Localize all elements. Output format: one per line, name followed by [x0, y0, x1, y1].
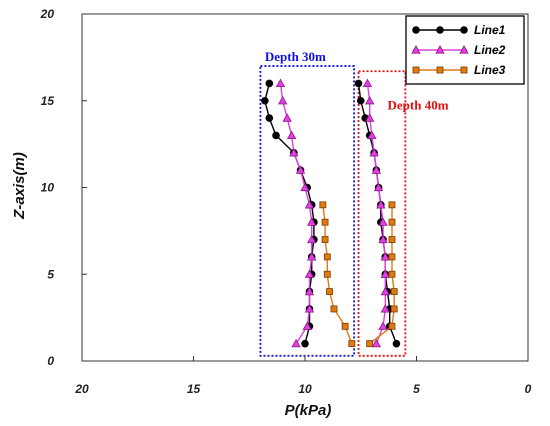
data-point-Line1 — [265, 114, 274, 122]
data-point-Line2 — [295, 165, 306, 174]
data-point-Line3 — [388, 236, 396, 243]
data-point-Line2 — [371, 338, 382, 348]
data-point-Line1 — [261, 96, 269, 105]
series-line-Line1-2 — [357, 83, 398, 344]
data-point-Line3 — [341, 322, 349, 330]
annotation-label-1: Depth 30m — [265, 49, 326, 64]
legend-marker-Line3 — [412, 66, 420, 74]
data-point-Line2 — [362, 78, 373, 87]
data-point-Line2 — [304, 304, 315, 313]
data-point-Line2 — [286, 130, 297, 140]
legend-marker-Line1 — [436, 26, 444, 34]
series-line-Line2-2 — [366, 83, 386, 344]
legend-marker-Line2 — [411, 45, 421, 54]
legend-marker-Line3 — [436, 66, 444, 74]
data-point-Line2 — [380, 304, 390, 313]
data-point-Line2 — [304, 269, 315, 278]
data-point-Line2 — [380, 286, 390, 296]
data-point-Line3 — [390, 305, 398, 313]
legend-marker-Line3 — [460, 66, 468, 74]
series-Line2 — [275, 78, 390, 348]
x-tick-label: 5 — [413, 382, 420, 396]
legend-label-Line3: Line3 — [474, 63, 506, 77]
data-point-Line2 — [304, 200, 315, 209]
y-tick-label: 10 — [41, 181, 55, 195]
data-point-Line3 — [330, 305, 338, 313]
x-axis-title: P(kPa) — [285, 402, 332, 419]
data-point-Line2 — [289, 147, 299, 157]
x-tick-label: 20 — [74, 382, 89, 396]
data-point-Line2 — [378, 321, 388, 330]
data-point-Line3 — [390, 288, 398, 296]
x-tick-label: 0 — [525, 382, 532, 396]
legend-label-Line1: Line1 — [474, 23, 506, 37]
data-point-Line2 — [378, 217, 388, 226]
legend-marker-Line1 — [412, 26, 420, 34]
data-point-Line3 — [388, 253, 396, 261]
data-point-Line3 — [323, 253, 331, 261]
x-tick-label: 10 — [298, 382, 312, 396]
data-point-Line2 — [364, 113, 375, 122]
data-point-Line1 — [356, 96, 365, 105]
data-point-Line3 — [388, 270, 396, 278]
data-point-Line2 — [307, 217, 317, 226]
data-point-Line2 — [380, 269, 390, 278]
y-axis-title: Z-axis(m) — [11, 152, 28, 220]
data-point-Line1 — [272, 131, 280, 140]
series-line-Line2-1 — [279, 83, 313, 344]
data-point-Line2 — [282, 113, 292, 122]
data-point-Line2 — [291, 338, 301, 348]
y-tick-label: 0 — [47, 354, 54, 368]
legend-label-Line2: Line2 — [474, 43, 506, 57]
y-tick-label: 5 — [47, 267, 54, 281]
series-Line3 — [319, 201, 398, 348]
data-point-Line3 — [388, 201, 396, 209]
data-point-Line2 — [369, 147, 379, 157]
series-line-Line1-1 — [264, 83, 315, 344]
data-point-Line2 — [373, 182, 384, 192]
data-point-Line3 — [388, 218, 396, 226]
data-point-Line2 — [367, 130, 377, 140]
annotation-box-1 — [259, 65, 355, 357]
data-point-Line1 — [354, 79, 363, 88]
x-tick-label: 15 — [187, 382, 201, 396]
data-point-Line2 — [307, 252, 317, 261]
data-point-Line2 — [371, 165, 382, 174]
data-point-Line2 — [302, 321, 312, 330]
legend-marker-Line2 — [459, 45, 469, 54]
y-tick-label: 20 — [40, 7, 55, 21]
data-point-Line2 — [364, 95, 375, 105]
data-point-Line2 — [380, 252, 390, 261]
data-point-Line1 — [392, 339, 401, 348]
data-point-Line3 — [326, 288, 333, 296]
data-point-Line2 — [378, 234, 388, 244]
data-point-Line2 — [307, 234, 317, 244]
data-point-Line2 — [376, 200, 386, 209]
data-point-Line3 — [366, 340, 374, 348]
data-point-Line3 — [321, 218, 329, 226]
data-point-Line2 — [304, 286, 315, 296]
data-point-Line1 — [301, 339, 309, 348]
legend-marker-Line1 — [460, 26, 468, 34]
legend-marker-Line2 — [435, 45, 445, 54]
annotation-box-2 — [357, 70, 407, 357]
data-point-Line2 — [275, 78, 286, 87]
annotation-label-2: Depth 40m — [388, 97, 449, 112]
data-point-Line2 — [300, 182, 310, 192]
data-point-Line3 — [319, 201, 327, 209]
data-point-Line3 — [348, 340, 356, 348]
data-point-Line3 — [321, 236, 329, 243]
data-point-Line1 — [265, 79, 274, 88]
y-tick-label: 15 — [41, 94, 55, 108]
data-point-Line3 — [388, 322, 396, 330]
data-point-Line2 — [278, 95, 288, 105]
data-point-Line3 — [323, 270, 331, 278]
